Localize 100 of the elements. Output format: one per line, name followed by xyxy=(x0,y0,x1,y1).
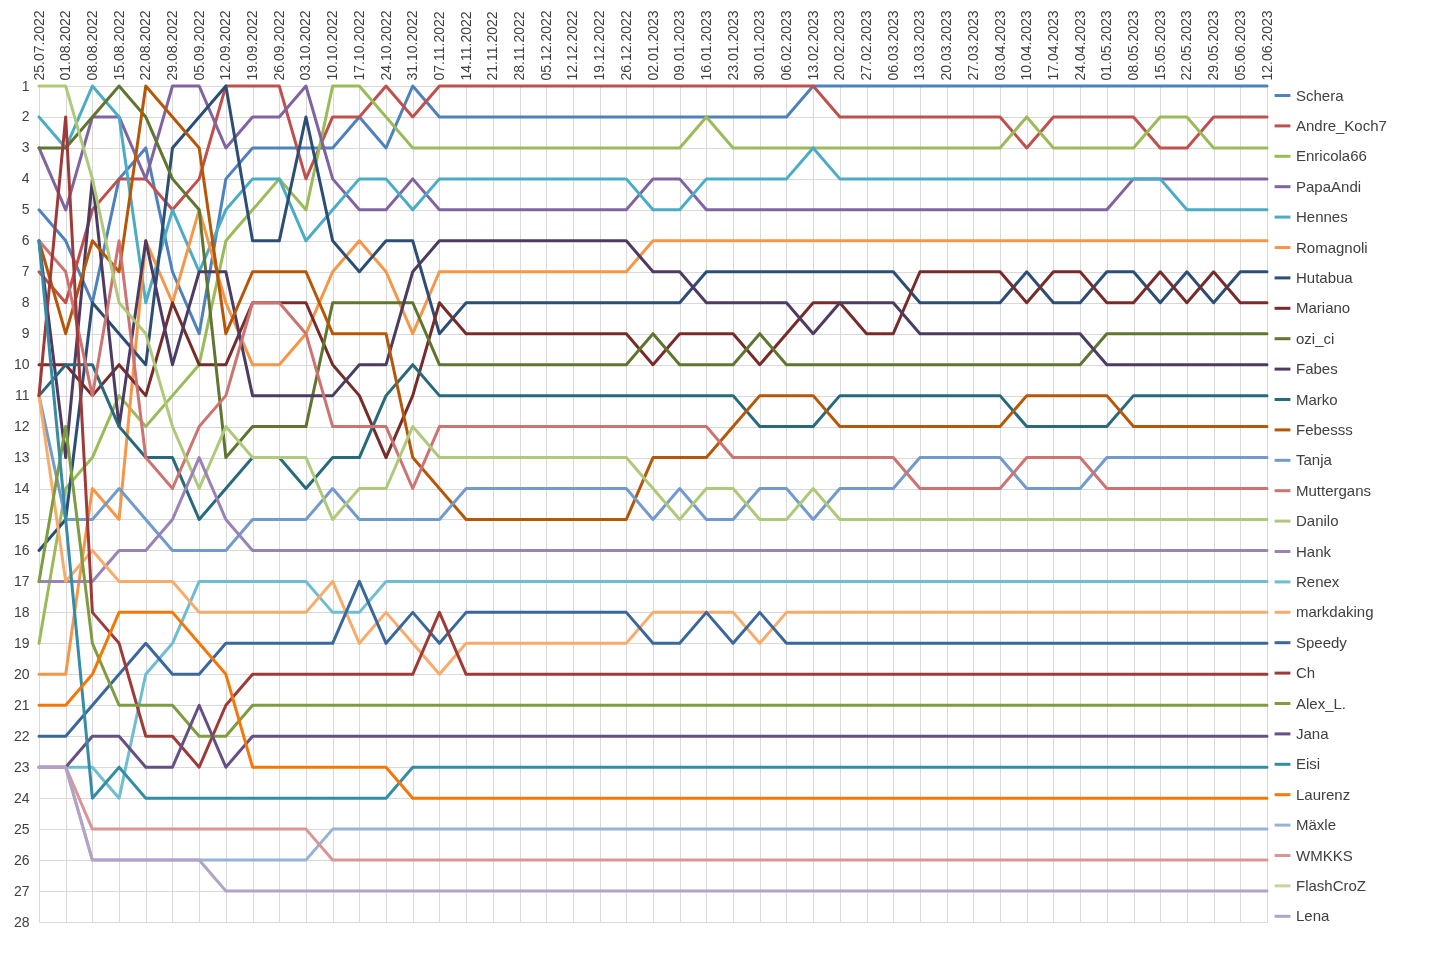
legend-label: Ch xyxy=(1296,664,1316,682)
y-tick-label: 11 xyxy=(14,387,30,404)
line-series xyxy=(37,425,1269,738)
x-tick-label: 24.04.2023 xyxy=(1071,10,1088,81)
line-series xyxy=(37,579,1269,738)
y-tick-label: 14 xyxy=(13,480,30,497)
x-tick-label: 03.04.2023 xyxy=(991,10,1008,81)
x-tick-label: 31.10.2022 xyxy=(404,10,421,81)
legend-label: Alex_L. xyxy=(1296,694,1347,712)
x-tick-label: 13.03.2023 xyxy=(911,10,928,81)
legend-label: Mariano xyxy=(1296,299,1351,317)
x-tick-label: 23.01.2023 xyxy=(724,10,741,81)
y-tick-label: 24 xyxy=(13,789,30,806)
legend-label: Eisi xyxy=(1296,755,1321,773)
x-tick-label: 20.03.2023 xyxy=(938,10,955,81)
line-series xyxy=(37,363,1269,521)
legend-label: Febesss xyxy=(1296,420,1353,438)
y-tick-label: 21 xyxy=(13,696,30,713)
x-tick-label: 28.11.2022 xyxy=(511,11,528,81)
x-tick-label: 06.03.2023 xyxy=(884,10,901,81)
y-tick-label: 16 xyxy=(13,541,30,558)
y-tick-label: 12 xyxy=(13,418,30,435)
y-tick-label: 28 xyxy=(13,913,30,930)
legend-label: Danilo xyxy=(1296,512,1339,530)
x-tick-label: 27.02.2023 xyxy=(858,10,875,81)
legend-label: Hutabua xyxy=(1296,268,1354,286)
y-tick-label: 5 xyxy=(21,201,30,218)
y-tick-label: 27 xyxy=(13,882,30,899)
x-tick-label: 22.05.2023 xyxy=(1178,10,1195,81)
x-tick-label: 29.05.2023 xyxy=(1205,10,1222,81)
y-tick-label: 8 xyxy=(21,294,30,311)
legend-label: FlashCroZ xyxy=(1296,876,1367,894)
x-tick-label: 15.08.2022 xyxy=(110,10,127,81)
x-tick-label: 17.04.2023 xyxy=(1044,10,1061,81)
x-tick-label: 06.02.2023 xyxy=(777,10,794,81)
y-tick-label: 13 xyxy=(13,449,30,466)
x-tick-label: 09.01.2023 xyxy=(671,10,688,81)
x-tick-label: 01.05.2023 xyxy=(1098,10,1115,81)
y-tick-label: 17 xyxy=(13,572,30,589)
legend-label: Enricola66 xyxy=(1296,147,1367,165)
x-tick-label: 08.05.2023 xyxy=(1125,10,1142,81)
x-tick-label: 10.10.2022 xyxy=(324,10,341,81)
x-tick-label: 20.02.2023 xyxy=(831,10,848,81)
x-tick-label: 12.06.2023 xyxy=(1258,10,1275,81)
x-tick-label: 03.10.2022 xyxy=(297,10,314,81)
y-tick-label: 19 xyxy=(13,634,30,651)
x-tick-label: 01.08.2022 xyxy=(57,10,74,81)
x-tick-label: 19.12.2022 xyxy=(591,10,608,81)
x-tick-label: 12.09.2022 xyxy=(217,10,234,81)
line-series xyxy=(37,239,1269,800)
y-tick-label: 3 xyxy=(21,139,30,156)
y-tick-label: 1 xyxy=(21,77,30,94)
y-tick-label: 9 xyxy=(21,325,30,342)
legend-label: Tanja xyxy=(1296,451,1333,469)
x-tick-label: 15.05.2023 xyxy=(1151,10,1168,81)
x-tick-label: 13.02.2023 xyxy=(804,10,821,81)
legend-label: Hank xyxy=(1296,542,1332,560)
x-tick-label: 07.11.2022 xyxy=(430,11,447,81)
line-series xyxy=(37,115,1269,769)
legend-label: Andre_Koch7 xyxy=(1296,116,1387,134)
legend-label: Schera xyxy=(1296,86,1345,104)
y-tick-label: 4 xyxy=(21,170,30,187)
legend-label: ozi_ci xyxy=(1296,329,1335,347)
line-series xyxy=(37,239,1269,491)
x-tick-label: 10.04.2023 xyxy=(1018,10,1035,81)
legend-label: Jana xyxy=(1296,724,1330,742)
x-tick-label: 27.03.2023 xyxy=(964,10,981,81)
legend-label: Renex xyxy=(1296,572,1340,590)
y-tick-label: 2 xyxy=(21,108,30,125)
y-tick-label: 25 xyxy=(13,820,30,837)
x-tick-label: 02.01.2023 xyxy=(644,10,661,81)
y-tick-label: 23 xyxy=(13,758,30,775)
legend-label: PapaAndi xyxy=(1296,177,1362,195)
legend-label: Speedy xyxy=(1296,633,1348,651)
x-tick-label: 26.12.2022 xyxy=(617,10,634,81)
legend-label: Fabes xyxy=(1296,360,1338,378)
line-series xyxy=(37,270,1269,460)
legend-label: Mäxle xyxy=(1296,816,1337,834)
line-series xyxy=(37,456,1269,583)
y-tick-label: 22 xyxy=(13,727,30,744)
legend-label: Romagnoli xyxy=(1296,238,1368,256)
y-tick-label: 26 xyxy=(13,851,30,868)
x-tick-label: 12.12.2022 xyxy=(564,10,581,81)
x-tick-label: 24.10.2022 xyxy=(377,10,394,81)
x-tick-label: 25.07.2022 xyxy=(30,10,47,81)
y-tick-label: 7 xyxy=(21,263,30,280)
legend-label: markdaking xyxy=(1296,603,1374,621)
x-tick-label: 17.10.2022 xyxy=(350,10,367,81)
legend-label: Marko xyxy=(1296,390,1338,408)
x-tick-label: 14.11.2022 xyxy=(457,11,474,81)
x-tick-label: 19.09.2022 xyxy=(244,10,261,81)
y-tick-label: 10 xyxy=(13,356,30,373)
x-tick-label: 05.06.2023 xyxy=(1231,10,1248,81)
y-tick-label: 20 xyxy=(13,665,30,682)
legend-label: Laurenz xyxy=(1296,785,1351,803)
x-tick-label: 29.08.2022 xyxy=(163,10,180,81)
x-tick-label: 05.09.2022 xyxy=(190,10,207,81)
legend-label: WMKKS xyxy=(1296,846,1353,864)
legend-label: Muttergans xyxy=(1296,481,1372,499)
x-tick-label: 08.08.2022 xyxy=(83,10,100,81)
